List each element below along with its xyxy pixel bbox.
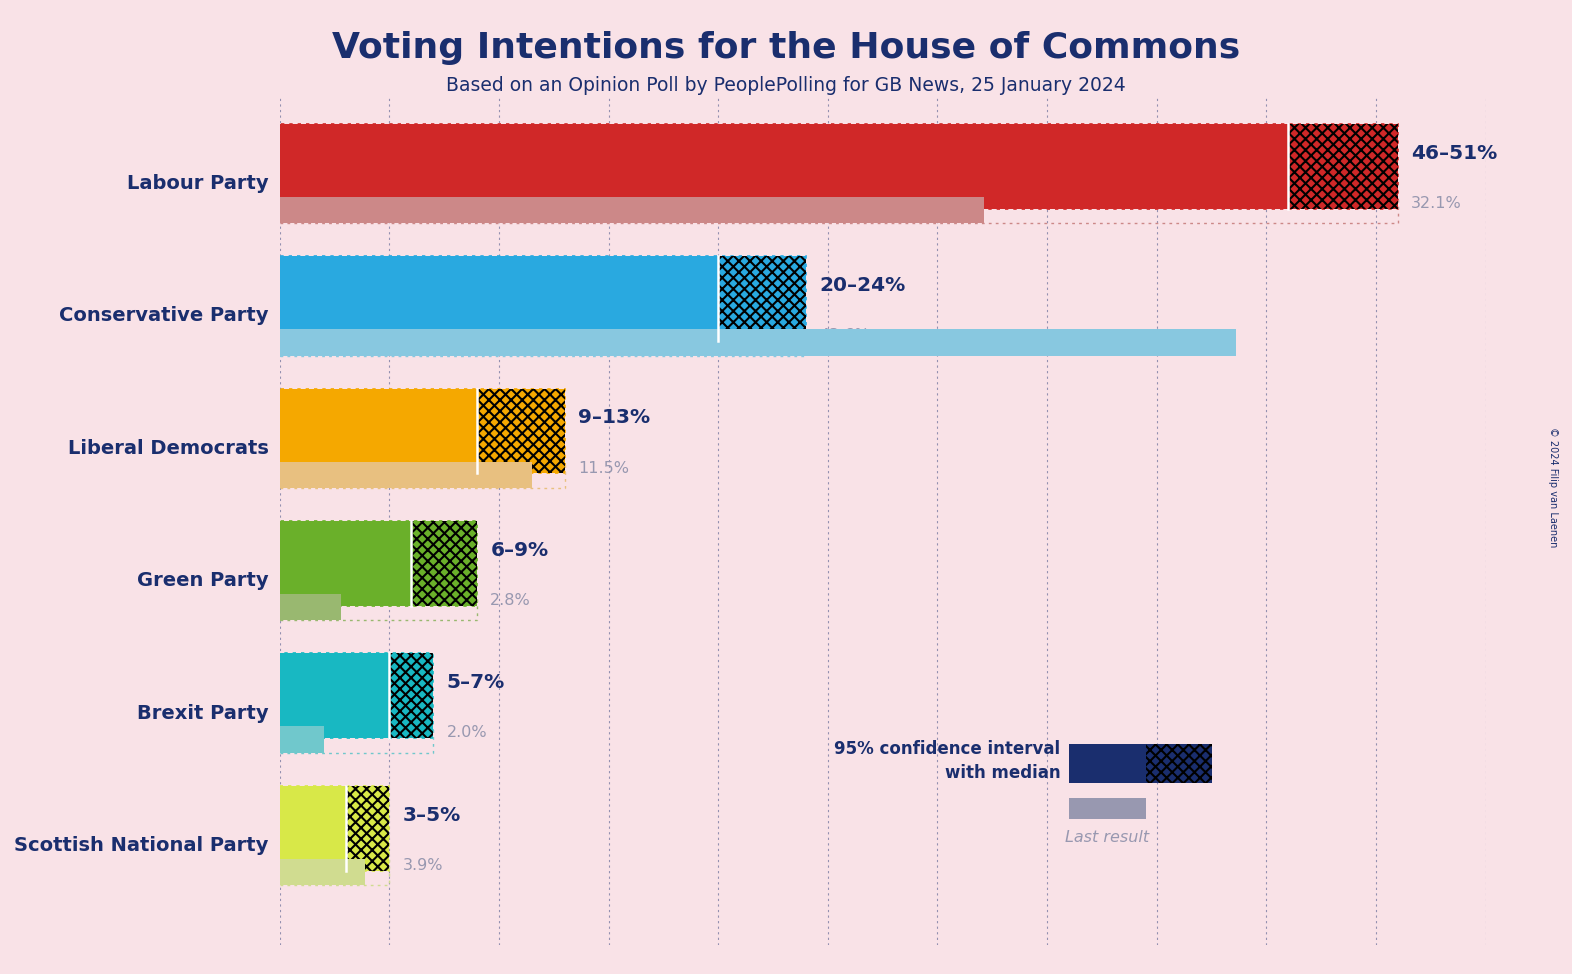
Text: Scottish National Party: Scottish National Party (14, 836, 269, 855)
Bar (280, 389, 478, 473)
Bar (280, 594, 341, 620)
Text: 43.6%: 43.6% (819, 328, 869, 343)
Text: 9–13%: 9–13% (578, 408, 651, 428)
Text: 95% confidence interval
with median: 95% confidence interval with median (835, 740, 1060, 781)
Bar (280, 521, 412, 606)
Text: Voting Intentions for the House of Commons: Voting Intentions for the House of Commo… (332, 31, 1240, 65)
Bar (280, 124, 1287, 208)
Bar (1287, 124, 1398, 208)
Text: 6–9%: 6–9% (490, 541, 549, 560)
Text: 5–7%: 5–7% (446, 673, 505, 693)
Bar (718, 256, 806, 341)
Text: 11.5%: 11.5% (578, 461, 629, 475)
Text: 20–24%: 20–24% (819, 276, 905, 295)
Text: Based on an Opinion Poll by PeoplePolling for GB News, 25 January 2024: Based on an Opinion Poll by PeoplePollin… (446, 76, 1126, 95)
Bar (280, 727, 324, 753)
Bar (346, 786, 390, 871)
Bar (280, 859, 365, 885)
Bar (280, 654, 390, 738)
Text: © 2024 Filip van Laenen: © 2024 Filip van Laenen (1548, 427, 1558, 547)
Bar (390, 654, 434, 738)
Bar (280, 197, 984, 223)
Text: 46–51%: 46–51% (1412, 143, 1497, 163)
Bar (412, 521, 478, 606)
Bar (1069, 743, 1146, 783)
Text: 32.1%: 32.1% (1412, 196, 1462, 210)
Bar (280, 329, 1236, 356)
Text: 3–5%: 3–5% (402, 805, 461, 825)
Text: Brexit Party: Brexit Party (137, 703, 269, 723)
Bar (280, 462, 531, 488)
Bar (280, 786, 346, 871)
Text: Green Party: Green Party (137, 571, 269, 590)
Bar (1069, 798, 1146, 819)
Bar (478, 389, 564, 473)
Text: Conservative Party: Conservative Party (60, 307, 269, 325)
Text: 3.9%: 3.9% (402, 858, 443, 873)
Bar (1146, 743, 1212, 783)
Text: Last result: Last result (1066, 830, 1149, 845)
Text: Liberal Democrats: Liberal Democrats (68, 438, 269, 458)
Text: 2.0%: 2.0% (446, 726, 487, 740)
Bar (280, 256, 718, 341)
Text: Labour Party: Labour Party (127, 174, 269, 193)
Text: 2.8%: 2.8% (490, 593, 531, 608)
